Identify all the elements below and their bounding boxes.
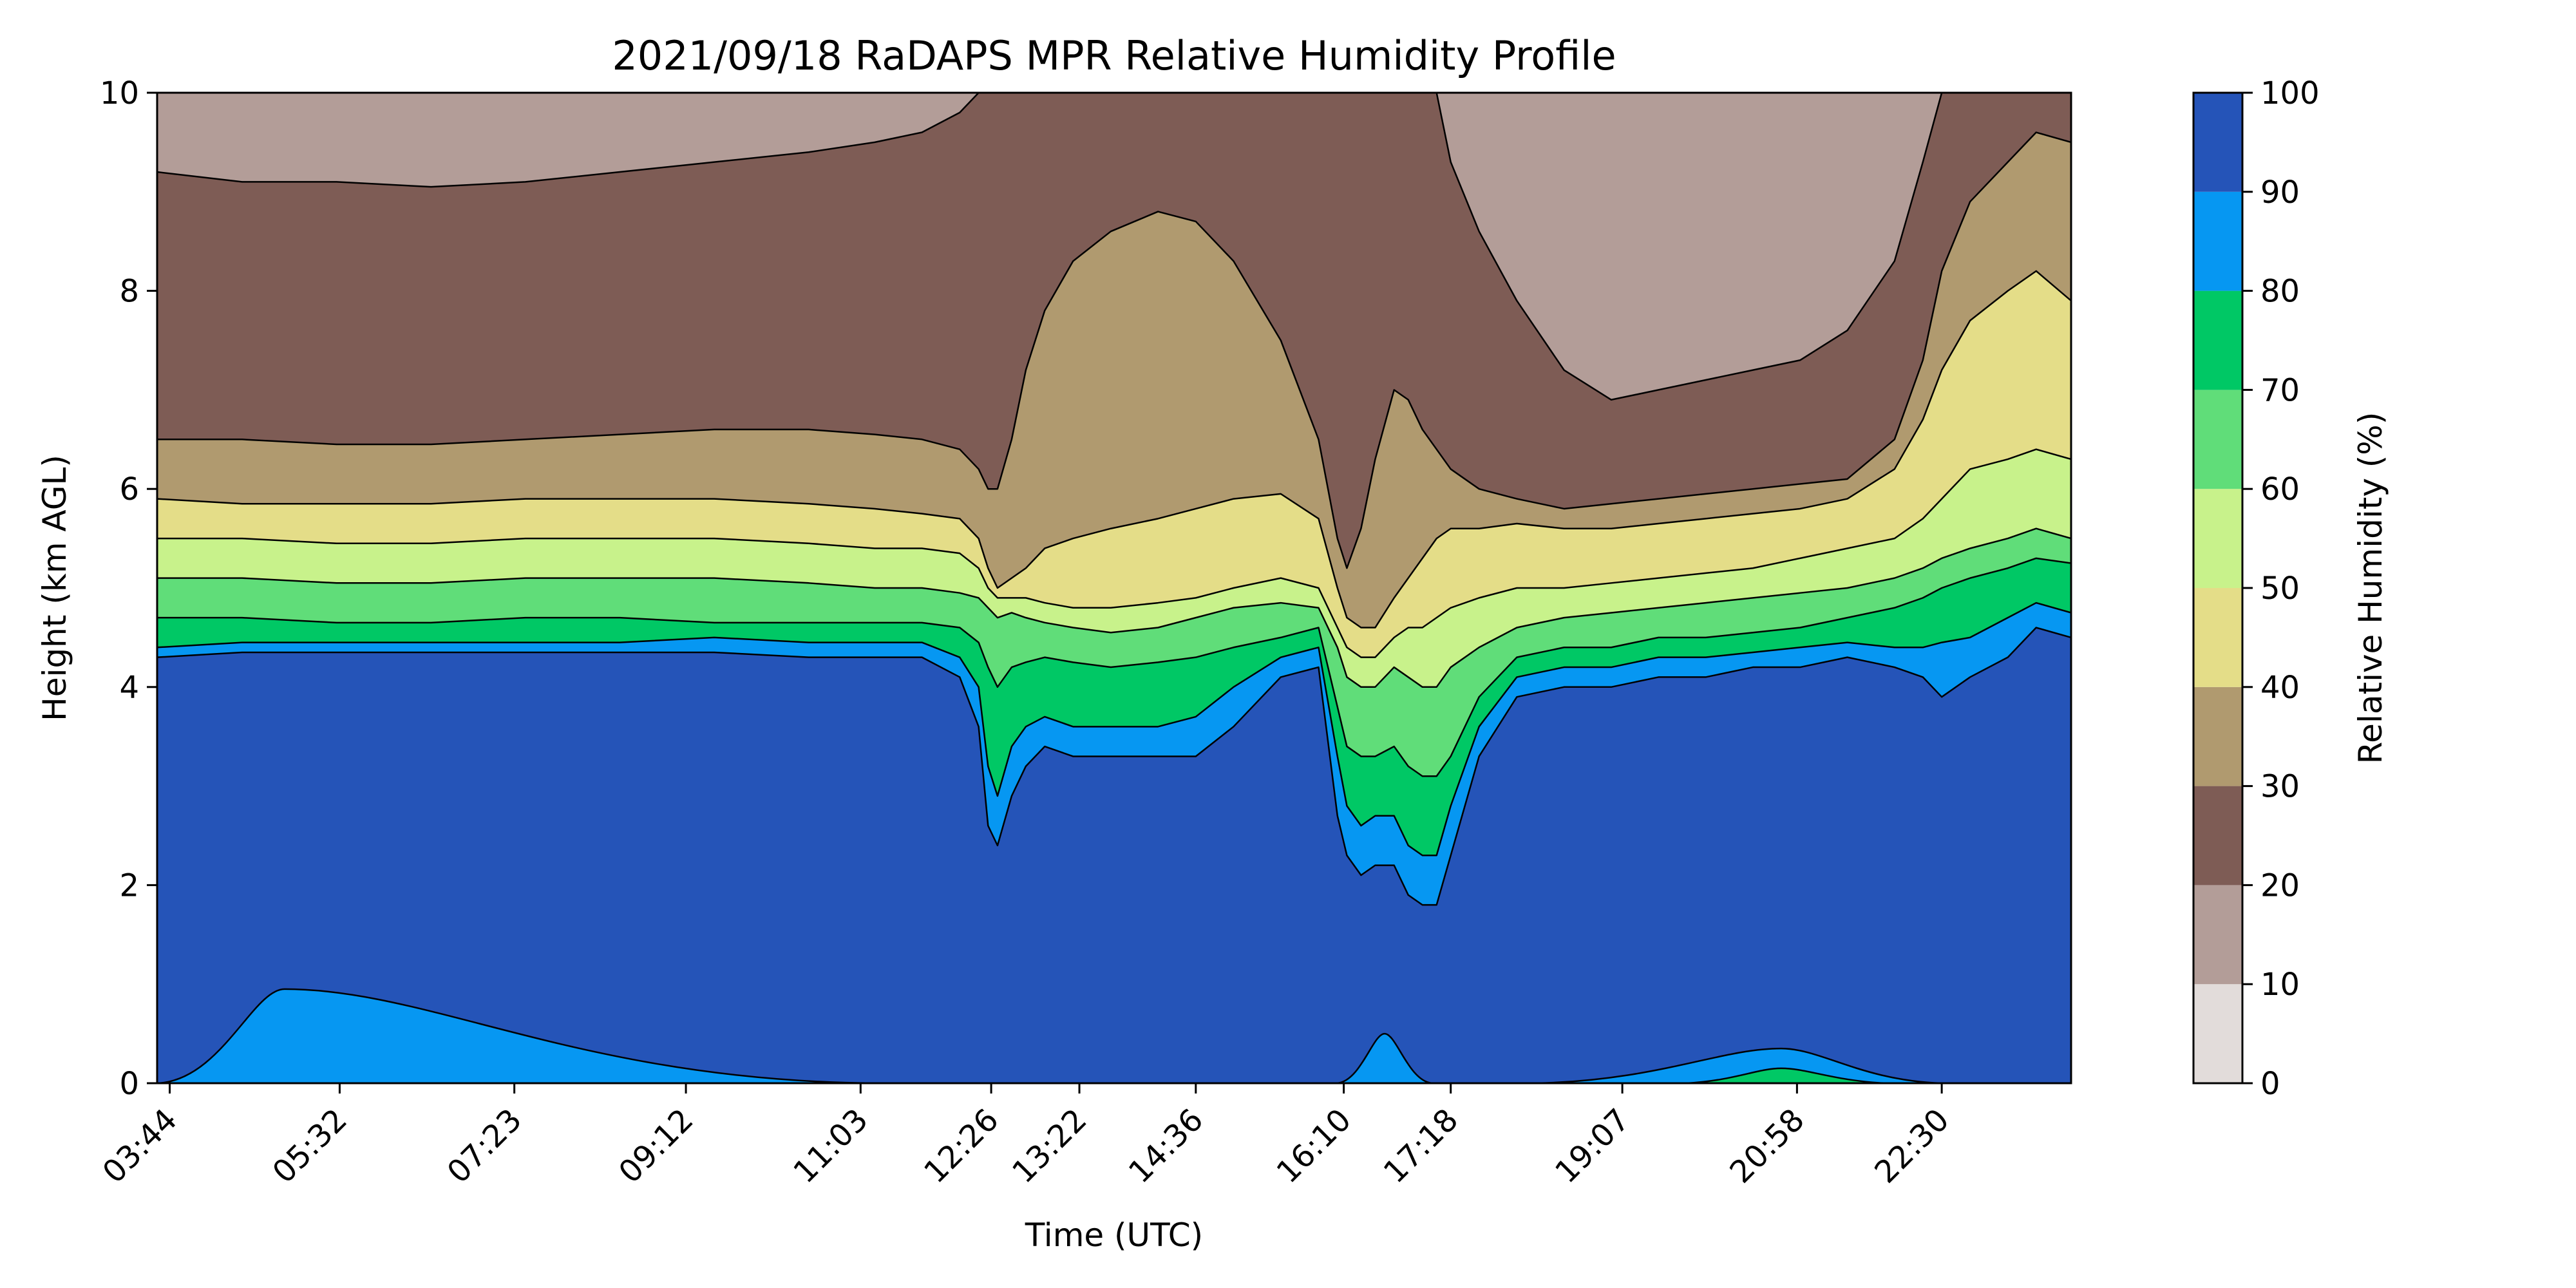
- colorbar-label: Relative Humidity (%): [2352, 412, 2389, 764]
- chart-title: 2021/09/18 RaDAPS MPR Relative Humidity …: [612, 32, 1616, 79]
- band-rh-90-100: [157, 627, 2071, 1083]
- x-tick-label: 22:30: [1868, 1102, 1956, 1190]
- x-tick-label: 16:10: [1270, 1102, 1358, 1190]
- colorbar-swatch: [2193, 885, 2242, 985]
- x-tick-label: 17:18: [1377, 1102, 1465, 1190]
- colorbar-tick-label: 20: [2260, 867, 2300, 904]
- x-tick-label: 12:26: [917, 1102, 1005, 1190]
- y-tick-label: 6: [119, 471, 139, 507]
- plot-frame: [156, 91, 2072, 1084]
- colorbar-swatch: [2193, 290, 2242, 390]
- x-tick-label: 19:07: [1548, 1102, 1636, 1190]
- colorbar-swatch: [2193, 191, 2242, 291]
- x-tick-label: 07:23: [440, 1102, 529, 1190]
- colorbar-swatch: [2193, 687, 2242, 786]
- near-surface-lobe: [157, 988, 875, 1083]
- colorbar-tick-label: 90: [2260, 175, 2300, 211]
- x-tick-label: 05:32: [265, 1102, 354, 1190]
- x-tick-label: 09:12: [612, 1102, 700, 1190]
- near-surface-lobe: [1687, 1067, 1886, 1083]
- colorbar-swatch: [2193, 588, 2242, 687]
- near-surface-lobe: [1337, 1032, 1432, 1083]
- y-tick-label: 4: [119, 670, 139, 706]
- x-tick-label: 20:58: [1723, 1102, 1811, 1190]
- colorbar-swatch: [2193, 390, 2242, 489]
- colorbar-tick-label: 10: [2260, 967, 2300, 1003]
- colorbar-tick-label: 50: [2260, 571, 2300, 607]
- colorbar-tick-label: 0: [2260, 1066, 2280, 1102]
- colorbar-tick-label: 100: [2260, 75, 2320, 111]
- colorbar-swatch: [2193, 786, 2242, 886]
- near-surface-lobe: [1535, 1047, 1942, 1083]
- colorbar-tick-label: 80: [2260, 274, 2300, 310]
- x-tick-label: 13:22: [1005, 1102, 1094, 1190]
- colorbar: 0 10 20 30 40 50 60 70 80 90 100: [2192, 75, 2320, 1102]
- y-tick-label: 2: [119, 867, 139, 904]
- colorbar-tick-label: 30: [2260, 769, 2300, 805]
- x-tick-label: 14:36: [1122, 1102, 1210, 1190]
- plot-area: [157, 93, 2071, 1083]
- y-tick-label: 8: [119, 274, 139, 310]
- x-tick-label: 11:03: [786, 1102, 875, 1190]
- colorbar-tick-label: 40: [2260, 670, 2300, 706]
- y-axis: 0 2 4 6 8 10: [100, 75, 157, 1102]
- x-axis-label: Time (UTC): [1025, 1217, 1203, 1254]
- colorbar-tick-label: 60: [2260, 471, 2300, 507]
- colorbar-tick-label: 70: [2260, 372, 2300, 408]
- y-tick-label: 10: [100, 75, 139, 111]
- colorbar-swatch: [2193, 93, 2242, 192]
- x-tick-label: 03:44: [96, 1102, 184, 1190]
- colorbar-swatch: [2193, 984, 2242, 1083]
- colorbar-swatch: [2193, 489, 2242, 588]
- y-tick-label: 0: [119, 1066, 139, 1102]
- y-axis-label: Height (km AGL): [36, 455, 73, 721]
- x-axis: 03:44 05:32 07:23 09:12 11:03 12:26 13:22 14:36…: [96, 1083, 1956, 1190]
